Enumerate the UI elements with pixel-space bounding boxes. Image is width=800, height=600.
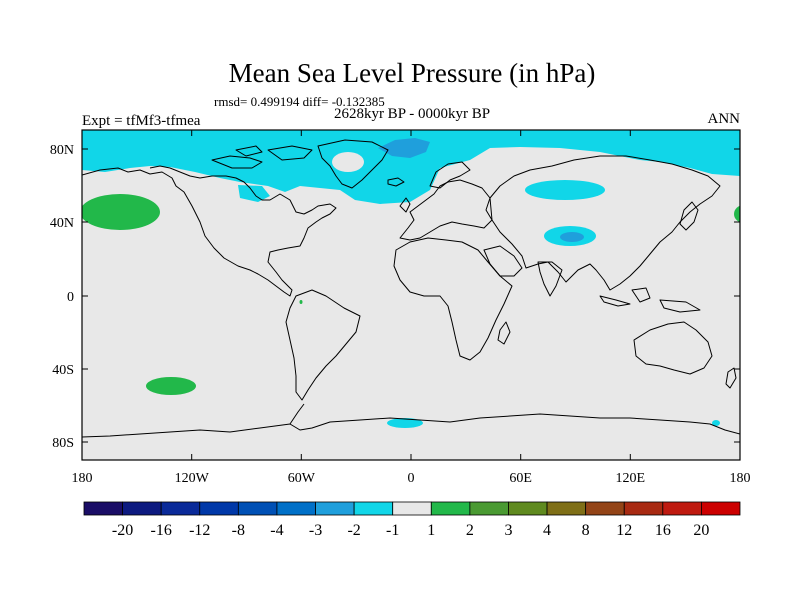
- ross-sea-low-patch: [712, 420, 720, 426]
- lat-tick-label: 40N: [50, 216, 74, 231]
- coast-india: [537, 261, 563, 297]
- arctic-low-region: [82, 130, 740, 204]
- colorbar-swatch: [315, 501, 355, 516]
- coast-antarctic-peninsula: [289, 403, 305, 425]
- atlantic-high-dot: [299, 300, 303, 304]
- colorbar-label: -12: [189, 522, 210, 539]
- experiment-label: Expt = tfMf3-tfmea: [82, 113, 201, 129]
- lat-tick-label: 80N: [50, 143, 74, 158]
- lon-axis: 180 120W 60W 0 60E 120E 180: [72, 130, 751, 486]
- colorbar-swatch: [83, 501, 123, 516]
- lon-tick-label: 60W: [288, 471, 316, 486]
- colorbar-swatch: [122, 501, 162, 516]
- colorbar-swatch: [546, 501, 587, 516]
- period-label: 2628kyr BP - 0000kyr BP: [334, 106, 490, 122]
- colorbar-label: -2: [347, 522, 360, 539]
- coast-antarctica: [82, 413, 740, 438]
- colorbar-swatch: [701, 501, 741, 516]
- colorbar-label: 3: [504, 522, 512, 539]
- colorbar-swatch: [237, 501, 278, 516]
- north-pacific-high: [82, 194, 160, 230]
- map-plot-area: [82, 130, 740, 460]
- coast-new-zealand: [725, 367, 737, 389]
- stats-text: rmsd= 0.499194 diff= -0.132385: [214, 94, 385, 109]
- colorbar-label: -16: [151, 522, 172, 539]
- colorbar-swatch: [585, 501, 625, 516]
- lat-axis: 80N 40N 0 40S 80S: [50, 143, 740, 451]
- season-label: ANN: [708, 111, 741, 127]
- colorbar-swatch: [199, 501, 239, 516]
- coast-arctic-islands-3: [235, 145, 263, 157]
- colorbar-label: -4: [270, 522, 283, 539]
- colorbar-swatch: [508, 501, 548, 516]
- coast-indonesia-1: [599, 295, 631, 307]
- coast-greenland: [317, 139, 389, 189]
- colorbar-label: 4: [543, 522, 551, 539]
- coast-japan: [679, 201, 699, 231]
- lon-tick-label: 120E: [616, 471, 646, 486]
- coast-britain: [399, 197, 411, 213]
- tibet-deep-low: [560, 232, 584, 242]
- antarctic-low-patch: [387, 418, 423, 428]
- lat-tick-label: 0: [67, 290, 74, 305]
- colorbar-swatch: [662, 501, 702, 516]
- colorbar-label: 16: [655, 522, 671, 539]
- coast-australia: [633, 321, 713, 375]
- coast-madagascar: [497, 321, 511, 345]
- coast-north-america: [82, 165, 337, 297]
- south-pacific-high: [146, 377, 196, 395]
- coast-scandinavia: [429, 161, 471, 189]
- coast-europe: [399, 179, 493, 241]
- lat-tick-label: 40S: [52, 363, 74, 378]
- colorbar-swatch: [469, 501, 509, 516]
- colorbar-swatch: [160, 501, 201, 516]
- colorbar-swatch: [276, 501, 316, 516]
- central-asia-low: [525, 180, 605, 200]
- colorbar-swatch: [430, 501, 471, 516]
- lon-tick-label: 180: [730, 471, 751, 486]
- figure-title: Mean Sea Level Pressure (in hPa): [229, 58, 596, 88]
- coast-new-guinea: [659, 299, 701, 313]
- coast-arabia: [483, 245, 523, 277]
- colorbar-label: 2: [466, 522, 474, 539]
- lon-tick-label: 60E: [509, 471, 532, 486]
- coastlines: [82, 139, 740, 438]
- lon-tick-label: 180: [72, 471, 93, 486]
- colorbar-labels: -20 -16 -12 -8 -4 -3 -2 -1 1 2 3 4 8 12 16 20: [112, 522, 709, 539]
- coast-iceland: [387, 177, 405, 187]
- coast-africa: [393, 237, 513, 361]
- colorbar-swatch: [392, 501, 432, 516]
- colorbar-label: 8: [582, 522, 590, 539]
- coast-arctic-islands-2: [267, 145, 313, 161]
- colorbar-label: -20: [112, 522, 133, 539]
- lon-tick-label: 0: [408, 471, 415, 486]
- coast-south-america: [285, 289, 361, 401]
- lat-tick-label: 80S: [52, 436, 74, 451]
- colorbar-swatch: [623, 501, 664, 516]
- colorbar-swatch: [353, 501, 394, 516]
- coast-borneo: [631, 287, 651, 303]
- colorbar-label: -1: [386, 522, 399, 539]
- lon-tick-label: 120W: [175, 471, 210, 486]
- coast-asia: [489, 155, 721, 291]
- greenland-neutral: [332, 152, 364, 172]
- colorbar-label: 1: [427, 522, 435, 539]
- coast-arctic-islands-1: [211, 155, 263, 169]
- colorbar-label: 12: [616, 522, 632, 539]
- colorbar-label: -8: [232, 522, 245, 539]
- greenland-deep-low: [378, 138, 430, 158]
- colorbar-label: 20: [693, 522, 709, 539]
- colorbar: [83, 501, 741, 516]
- colorbar-label: -3: [309, 522, 322, 539]
- west-pacific-high: [734, 205, 740, 223]
